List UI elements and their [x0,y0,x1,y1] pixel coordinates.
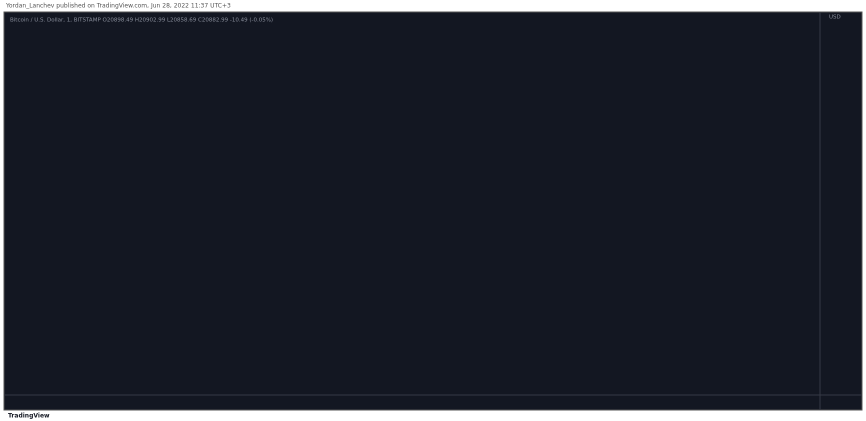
footer-logo: TradingView [8,413,50,420]
symbol-legend: Bitcoin / U.S. Dollar, 1, BITSTAMP O2089… [10,18,273,24]
currency-label: USD [829,15,841,21]
chart-panel [3,11,863,411]
byline: Yordan_Lanchev published on TradingView.… [5,3,231,10]
